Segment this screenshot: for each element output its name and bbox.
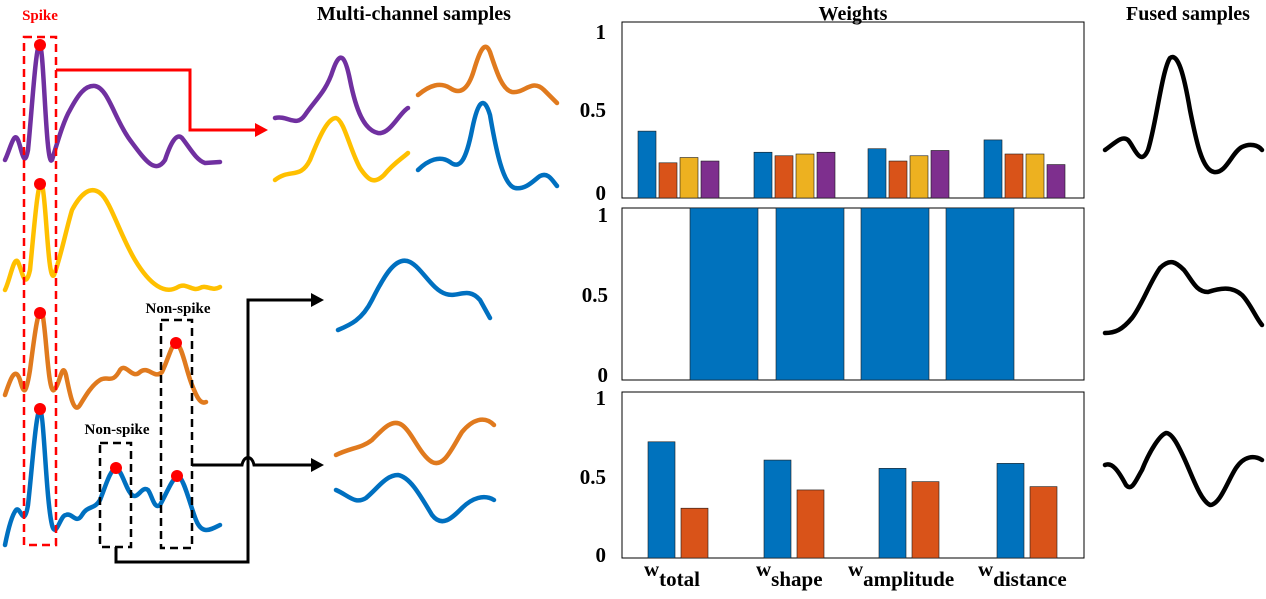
non-spike-label-right: Non-spike [145,301,210,317]
spike-box [22,35,58,547]
ytick-middle-05: 0.5 [582,283,608,307]
bar-c0-s0-amplitude [867,148,887,199]
bar-c0-s1-amplitude [888,160,908,199]
bar-c0-s3-total [700,160,720,199]
ytick-middle-0: 0 [598,363,609,387]
bars-top [637,130,1066,199]
sample-yellow [272,115,411,183]
purple-channel-trace [2,42,223,169]
header-multi-channel: Multi-channel samples [317,3,511,25]
yellow-channel-trace [2,181,223,293]
bar-c2-s1-distance [1029,486,1058,559]
bar-c1-s0-distance [945,207,1015,381]
fused-sample-bottom [1102,430,1265,508]
spike-dot-orange [34,307,46,319]
chart-frame-middle [621,207,1085,381]
bar-c1-s0-shape [775,207,845,381]
non-spike-dot-orange [170,337,182,349]
label-w-distance: wdistance [978,557,1067,591]
arrowhead-lower [311,458,324,472]
bar-c2-s0-distance [996,463,1025,559]
bar-c0-s2-total [679,157,699,199]
bar-c0-s3-shape [816,151,836,199]
non-spike-dot-blue-right [171,470,183,482]
bar-c0-s0-distance [983,139,1003,199]
label-w-amplitude: wamplitude [848,557,954,591]
bar-c2-s1-amplitude [911,481,940,559]
bar-c0-s2-shape [795,153,815,199]
non-spike-arrows [114,298,313,564]
bar-c2-s1-total [680,507,709,559]
chart-frame-bottom [621,391,1085,559]
bar-c2-s0-shape [763,459,792,559]
fused-samples [1102,54,1265,508]
non-spike-box-right [159,318,194,550]
sample-orange-top [415,44,560,106]
multi-channel-samples [272,44,560,524]
blue-channel-trace [2,407,223,548]
header-weights: Weights [819,3,888,25]
label-w-total: wtotal [644,557,700,591]
spike-label: Spike [22,8,58,24]
spike-arrow [56,68,268,137]
bar-c2-s0-total [647,441,676,559]
non-spike-box-left [98,441,133,549]
non-spike-dot-blue-left [110,462,122,474]
bar-c0-s3-distance [1046,164,1066,199]
bar-c0-s2-amplitude [909,155,929,199]
sample-purple [272,55,411,136]
sample-blue-middle [335,258,493,333]
weights-chart-bottom: 1 0.5 0 [580,386,1085,567]
bar-c0-s3-amplitude [930,150,950,199]
spike-dot-blue [34,403,46,415]
non-spike-label-left: Non-spike [84,422,149,438]
ytick-top-1: 1 [596,20,607,44]
weights-chart-top: 1 0.5 0 [580,20,1085,205]
bar-c0-s1-shape [774,155,794,199]
ytick-middle-1: 1 [598,203,609,227]
bars-middle [689,207,1015,381]
ytick-bottom-0: 0 [596,543,607,567]
bar-c0-s0-shape [753,151,773,199]
fused-sample-top [1102,54,1265,175]
weights-chart-middle: 1 0.5 0 [582,203,1085,387]
ytick-top-0: 0 [596,181,607,205]
sample-orange-bottom [333,417,497,466]
ytick-bottom-1: 1 [596,386,607,410]
spike-dot-purple [34,39,46,51]
bar-c1-s0-total [689,207,759,381]
ytick-top-05: 0.5 [580,98,606,122]
bar-c0-s1-total [658,162,678,199]
bars-bottom [647,441,1058,559]
arrowhead-upper [311,293,324,307]
label-w-shape: wshape [756,557,823,591]
bar-c1-s0-amplitude [860,207,930,381]
bar-c2-s0-amplitude [878,468,907,559]
chart-frame-top [621,21,1085,199]
ytick-bottom-05: 0.5 [580,465,606,489]
weight-labels: wtotal wshape wamplitude wdistance [644,557,1067,591]
sample-blue-bottom [333,472,497,524]
orange-channel-trace [2,308,209,410]
fused-sample-middle [1102,259,1265,336]
bar-c0-s0-total [637,130,657,199]
spike-dot-yellow [34,178,46,190]
bar-c0-s2-distance [1025,153,1045,199]
bar-c0-s1-distance [1004,153,1024,199]
header-fused: Fused samples [1126,3,1250,25]
sample-blue-top [415,100,560,191]
bar-c2-s1-shape [796,489,825,559]
peak-dots [34,39,183,482]
